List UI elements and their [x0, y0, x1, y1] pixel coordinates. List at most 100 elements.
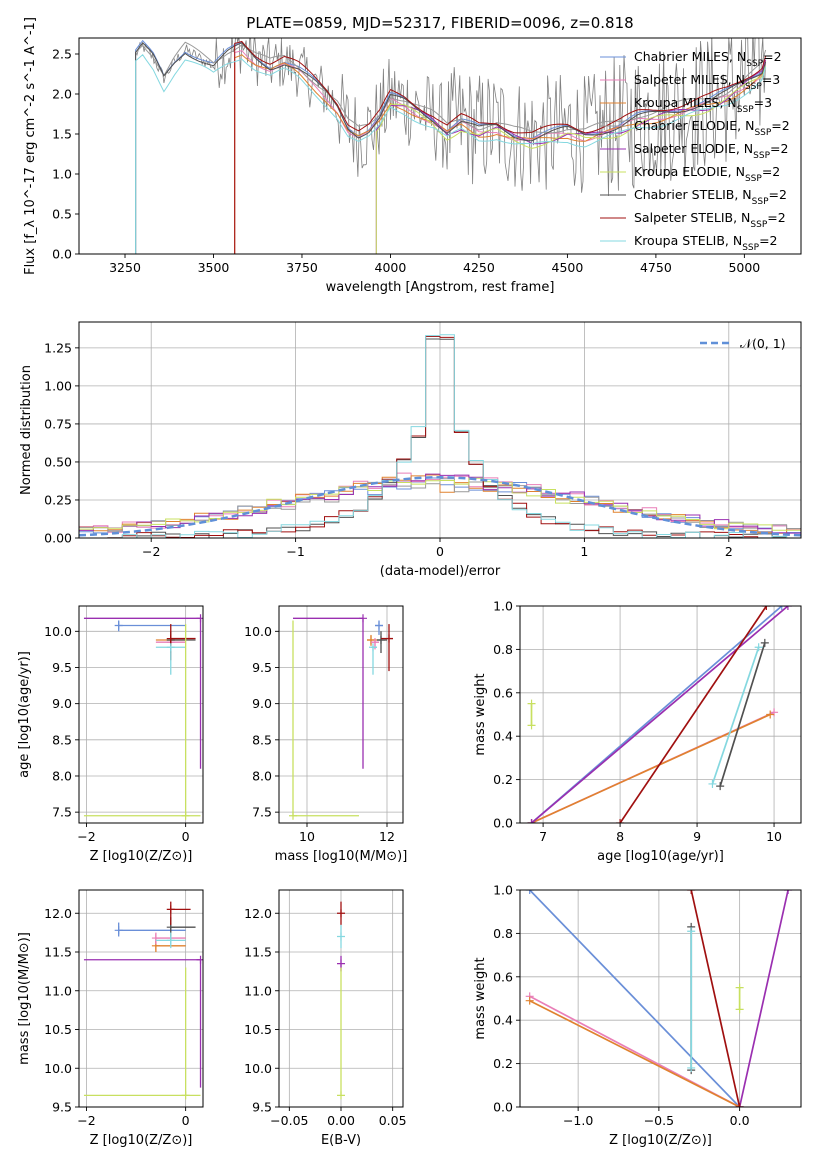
data-point: [181, 1091, 190, 1100]
y-tick-label: 8.5: [52, 732, 72, 747]
y-tick-label: 1.0: [52, 167, 72, 182]
spectrum-plot-area: [135, 38, 767, 254]
y-tick-label: 0.4: [493, 1013, 513, 1028]
data-point: [527, 699, 536, 708]
data-point: [114, 621, 123, 630]
x-tick-label: 0.00: [327, 1113, 355, 1128]
data-point: [337, 932, 345, 941]
data-point: [337, 1091, 345, 1100]
data-point: [525, 890, 534, 894]
x-axis-label: Z [log10(Z/Z⊙)]: [609, 1133, 712, 1148]
axes-frame: [78, 37, 802, 255]
x-tick-label: 9: [693, 829, 701, 844]
y-tick-label: 9.5: [52, 660, 72, 675]
y-axis-label: Normed distribution: [19, 365, 34, 495]
axes-frame: [278, 605, 404, 824]
y-tick-label: 10.0: [44, 1061, 72, 1076]
y-tick-label: 0.75: [44, 416, 72, 431]
model-line-salpeter-elodie: [375, 59, 767, 254]
y-tick-label: 8.5: [252, 732, 272, 747]
data-point: [754, 643, 763, 652]
axes-frame: [519, 889, 802, 1108]
x-tick-label: 0: [182, 1113, 190, 1128]
data-point: [525, 996, 534, 1005]
x-tick-label: 4250: [463, 260, 495, 275]
data-point: [166, 634, 175, 643]
y-tick-label: 0.0: [493, 816, 513, 831]
y-tick-label: 0.25: [44, 492, 72, 507]
legend-label: Chabrier STELIB, NSSP=2: [634, 187, 787, 207]
y-tick-label: 10.5: [44, 1022, 72, 1037]
legend-label: Salpeter STELIB, NSSP=2: [634, 210, 786, 230]
y-tick-label: 10.0: [244, 1061, 272, 1076]
data-point: [114, 926, 123, 935]
data-point: [375, 621, 383, 630]
y-tick-label: 1.0: [493, 883, 513, 898]
data-point: [359, 614, 367, 623]
data-point: [777, 606, 786, 610]
x-tick-label: 8: [616, 829, 624, 844]
axes-frame: [78, 889, 204, 1108]
data-point: [735, 983, 744, 992]
age-vs-Z-plot-area: [83, 614, 203, 820]
y-tick-label: 9.5: [252, 1100, 272, 1115]
y-tick-label: 10.5: [244, 1022, 272, 1037]
weight-line-chabrier-miles: [529, 890, 741, 1107]
y-tick-label: 0.0: [52, 247, 72, 262]
x-tick-label: 3500: [198, 260, 230, 275]
x-axis-label: mass [log10(M/M⊙)]: [275, 849, 408, 864]
weight-line-salpeter-elodie: [530, 606, 789, 823]
data-point: [377, 635, 385, 644]
age-vs-mass-plot-area: [289, 614, 393, 820]
observed-spectrum-line: [135, 38, 766, 197]
x-axis-label: Z [log10(Z/Z⊙)]: [90, 849, 193, 864]
model-line-kroupa-stelib: [135, 54, 767, 254]
weight-line-kroupa-miles: [531, 713, 771, 823]
data-point: [762, 606, 771, 610]
age-vs-mass-panel: 10 12 7.5 8.0 8.5 9.0 9.5 10.0 mass [log10(M/M⊙)…: [244, 605, 408, 864]
legend-label: Kroupa ELODIE, NSSP=2: [634, 164, 780, 184]
x-tick-label: 0.0: [730, 1113, 750, 1128]
model-line-salpeter-miles: [234, 50, 767, 254]
y-tick-label: 9.5: [52, 1100, 72, 1115]
figure-title: PLATE=0859, MJD=52317, FIBERID=0096, z=0…: [246, 14, 633, 32]
model-line-chabrier-stelib: [135, 42, 767, 254]
x-axis-label: E(B-V): [321, 1133, 361, 1148]
data-point: [716, 782, 725, 791]
mass-vs-Z-plot-area: [83, 901, 203, 1100]
age-vs-Z-panel: −2 0 7.5 8.0 8.5 9.0 9.5 10.0 Z [log10(Z/Z⊙)] age…: [17, 605, 204, 864]
x-tick-label: 0: [436, 544, 444, 559]
x-tick-label: 4500: [552, 260, 584, 275]
axes-frame: [78, 605, 204, 824]
data-point: [527, 819, 536, 823]
x-tick-label: 3250: [109, 260, 141, 275]
y-tick-label: 9.0: [52, 696, 72, 711]
axes-frame: [519, 605, 802, 824]
data-point: [166, 936, 175, 945]
data-point: [371, 638, 379, 647]
x-axis-label: wavelength [Angstrom, rest frame]: [326, 280, 555, 295]
y-tick-label: 0.6: [493, 969, 513, 984]
data-point: [196, 955, 203, 964]
y-tick-label: 12.0: [244, 906, 272, 921]
histogram-step-salpeter-stelib: [79, 336, 801, 538]
data-point: [337, 909, 345, 918]
y-tick-label: 11.0: [244, 983, 272, 998]
spectrum-panel: 3250 3500 3750 4000 4250 4500 4750 5000 0.0 0.5 1.…: [23, 17, 802, 295]
data-point: [616, 819, 625, 823]
y-tick-label: 7.5: [52, 805, 72, 820]
x-axis-label: (data-model)/error: [380, 564, 501, 579]
data-point: [783, 606, 792, 610]
data-point: [166, 643, 175, 652]
y-tick-label: 1.00: [44, 378, 72, 393]
x-tick-label: −0.05: [270, 1113, 308, 1128]
y-tick-label: 11.5: [244, 945, 272, 960]
weight-vs-age-plot-area: [527, 606, 792, 823]
x-tick-label: 4750: [640, 260, 672, 275]
legend-label: 𝒩(0, 1): [740, 336, 786, 351]
y-tick-label: 9.0: [252, 696, 272, 711]
weight-line-kroupa-miles: [529, 999, 740, 1107]
weight-line-salpeter-stelib: [619, 606, 768, 823]
data-point: [687, 890, 696, 894]
y-tick-label: 12.0: [44, 906, 72, 921]
